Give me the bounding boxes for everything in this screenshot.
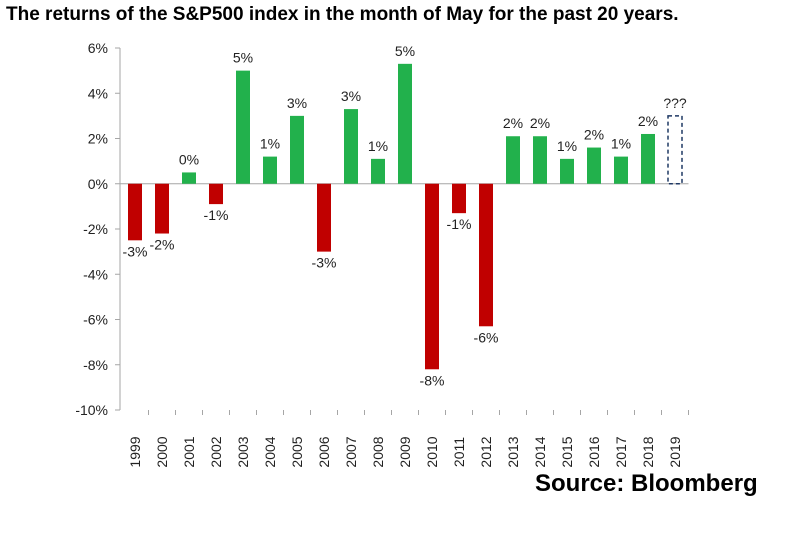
bar-2008 bbox=[371, 158, 385, 184]
y-tick-label: 2% bbox=[88, 131, 108, 147]
data-label-2008: 1% bbox=[368, 138, 388, 154]
y-tick-label: 0% bbox=[88, 176, 108, 192]
x-tick-label-1999: 1999 bbox=[127, 436, 143, 467]
x-tick-label-2011: 2011 bbox=[451, 437, 467, 467]
x-tick-label-2004: 2004 bbox=[262, 436, 278, 467]
x-tick-label-2007: 2007 bbox=[343, 436, 359, 467]
data-label-2010: -8% bbox=[420, 372, 445, 388]
bar-2018 bbox=[641, 133, 655, 184]
data-label-2000: -2% bbox=[150, 237, 175, 253]
data-label-2016: 2% bbox=[584, 127, 604, 143]
bar-2001 bbox=[182, 172, 196, 184]
bar-2013 bbox=[506, 136, 520, 184]
data-label-2003: 5% bbox=[233, 50, 253, 66]
data-label-2011: -1% bbox=[447, 216, 472, 232]
bar-2012 bbox=[479, 183, 493, 327]
data-label-2006: -3% bbox=[312, 255, 337, 271]
bar-2000 bbox=[155, 183, 169, 234]
source-label: Source: Bloomberg bbox=[535, 470, 758, 497]
data-label-2007: 3% bbox=[341, 88, 361, 104]
bar-2010 bbox=[425, 183, 439, 370]
x-tick-label-2017: 2017 bbox=[613, 436, 629, 467]
x-tick-label-2008: 2008 bbox=[370, 436, 386, 467]
data-label-2019: ??? bbox=[663, 95, 687, 111]
data-label-2014: 2% bbox=[530, 115, 550, 131]
y-tick-label: -4% bbox=[83, 266, 108, 282]
x-tick-label-2012: 2012 bbox=[478, 436, 494, 467]
data-label-2005: 3% bbox=[287, 95, 307, 111]
placeholder-bar-2019 bbox=[667, 115, 683, 185]
y-tick-label: -10% bbox=[75, 402, 108, 418]
bar-2002 bbox=[209, 183, 223, 205]
x-tick-label-2019: 2019 bbox=[667, 436, 683, 467]
x-tick-label-2006: 2006 bbox=[316, 436, 332, 467]
bar-2004 bbox=[263, 156, 277, 184]
bar-2007 bbox=[344, 109, 358, 184]
x-tick-label-2000: 2000 bbox=[154, 436, 170, 467]
x-tick-label-2016: 2016 bbox=[586, 436, 602, 467]
data-label-2018: 2% bbox=[638, 113, 658, 129]
bar-2009 bbox=[398, 63, 412, 184]
data-label-1999: -3% bbox=[123, 243, 148, 259]
bar-2003 bbox=[236, 70, 250, 184]
bar-2011 bbox=[452, 183, 466, 214]
bar-2017 bbox=[614, 156, 628, 184]
data-label-2001: 0% bbox=[179, 151, 199, 167]
y-tick-label: -6% bbox=[83, 312, 108, 328]
bar-2016 bbox=[587, 147, 601, 184]
chart-title: The returns of the S&P500 index in the m… bbox=[6, 4, 679, 25]
x-tick-label-2002: 2002 bbox=[208, 436, 224, 467]
x-tick-label-2013: 2013 bbox=[505, 436, 521, 467]
data-label-2012: -6% bbox=[474, 329, 499, 345]
data-label-2013: 2% bbox=[503, 115, 523, 131]
data-label-2002: -1% bbox=[204, 207, 229, 223]
y-tick-label: 4% bbox=[88, 85, 108, 101]
x-tick-label-2009: 2009 bbox=[397, 436, 413, 467]
bar-2005 bbox=[290, 115, 304, 184]
bar-1999 bbox=[128, 183, 142, 241]
x-tick-label-2015: 2015 bbox=[559, 436, 575, 467]
x-tick-label-2014: 2014 bbox=[532, 436, 548, 467]
x-tick-label-2010: 2010 bbox=[424, 436, 440, 467]
x-tick-label-2018: 2018 bbox=[640, 436, 656, 467]
x-tick-label-2003: 2003 bbox=[235, 436, 251, 467]
x-tick-label-2005: 2005 bbox=[289, 436, 305, 467]
bar-2006 bbox=[317, 183, 331, 252]
data-label-2004: 1% bbox=[260, 136, 280, 152]
data-label-2017: 1% bbox=[611, 136, 631, 152]
y-tick-label: -8% bbox=[83, 357, 108, 373]
bar-2015 bbox=[560, 158, 574, 184]
bar-2014 bbox=[533, 136, 547, 184]
y-tick-label: 6% bbox=[88, 40, 108, 56]
x-tick-label-2001: 2001 bbox=[181, 436, 197, 467]
y-tick-label: -2% bbox=[83, 221, 108, 237]
data-label-2015: 1% bbox=[557, 138, 577, 154]
data-label-2009: 5% bbox=[395, 43, 415, 59]
